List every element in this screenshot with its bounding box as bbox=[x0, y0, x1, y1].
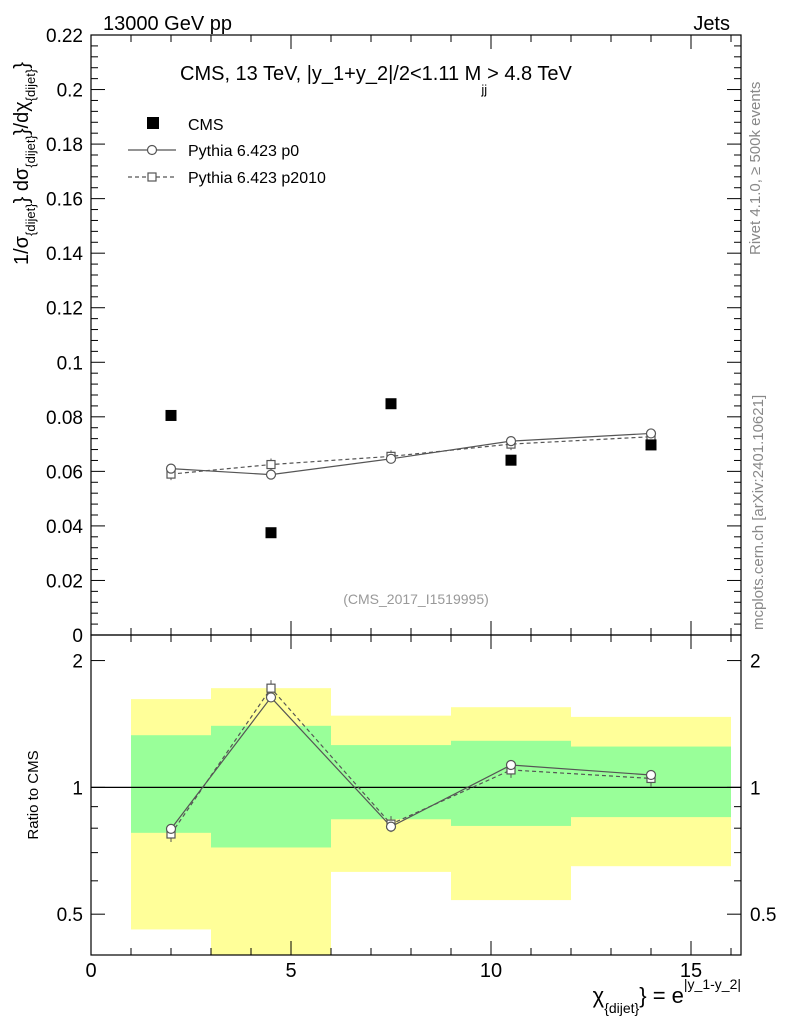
ratio-y-tick-label-right: 2 bbox=[750, 652, 761, 673]
ylabel-part-2: {dijet} bbox=[23, 203, 38, 236]
main-y-tick-label: 0.04 bbox=[46, 517, 83, 538]
ylabel-part-1: 1/σ bbox=[11, 235, 33, 265]
ratio-plot-marks bbox=[91, 680, 741, 955]
legend-p2010-marker bbox=[147, 172, 157, 182]
main-y-tick-label: 0.1 bbox=[57, 353, 83, 374]
x-tick-label: 15 bbox=[680, 960, 702, 982]
main-y-tick-label: 0.12 bbox=[46, 299, 83, 320]
ratio-y-tick-label: 0.5 bbox=[57, 905, 83, 926]
xlabel-part-1: χ bbox=[593, 983, 605, 1008]
mcplots-url-label: mcplots.cern.ch [arXiv:2401.10621] bbox=[750, 395, 767, 630]
ratio-y-axis-label: Ratio to CMS bbox=[25, 750, 42, 839]
main-y-tick-label: 0.08 bbox=[46, 408, 83, 429]
x-tick-label: 10 bbox=[480, 960, 502, 982]
analysis-watermark: (CMS_2017_I1519995) bbox=[343, 591, 489, 607]
main-title: CMS, 13 TeV, |y_1+y_2|/2<1.11 Mjj> 4.8 T… bbox=[180, 63, 572, 97]
main-plot-marks bbox=[165, 398, 657, 539]
main-y-tick-label: 0.16 bbox=[46, 190, 83, 211]
main-y-axis: 0 0.02 0.04 0.06 0.08 0.1 0.12 0.14 0.16 0.18 0.2 0… bbox=[46, 26, 741, 647]
rivet-version-label: Rivet 4.1.0, ≥ 500k events bbox=[747, 82, 764, 255]
main-title-tail: > 4.8 TeV bbox=[487, 63, 572, 85]
x-tick-label: 0 bbox=[85, 960, 96, 982]
header-energy-label: 13000 GeV pp bbox=[103, 13, 232, 35]
ratio-p0-point bbox=[165, 823, 177, 834]
ratio-inner-band bbox=[331, 745, 451, 820]
p0-point bbox=[265, 469, 277, 480]
p2010-point bbox=[266, 459, 276, 470]
cms-data-point bbox=[505, 454, 517, 466]
main-y-tick-label: 0 bbox=[72, 626, 83, 647]
ratio-frame bbox=[90, 634, 742, 956]
main-x-ticks bbox=[90, 35, 732, 635]
cms-data-point bbox=[645, 439, 657, 451]
p0-point bbox=[385, 453, 397, 464]
ratio-p2010-point bbox=[266, 683, 276, 693]
ylabel-part-5: }/dχ bbox=[11, 101, 33, 135]
p0-point bbox=[645, 428, 657, 439]
main-panel: 0 0.02 0.04 0.06 0.08 0.1 0.12 0.14 0.16 0.18 0.2 0… bbox=[11, 26, 742, 647]
legend-cms-label: CMS bbox=[188, 117, 224, 134]
main-y-tick-label: 0.06 bbox=[46, 462, 83, 483]
cms-data-point bbox=[165, 409, 177, 421]
xlabel-part-4: |y_1-y_2| bbox=[684, 976, 741, 992]
xlabel-part-2: {dijet} bbox=[604, 1000, 639, 1016]
ratio-y-tick-label: 1 bbox=[72, 778, 83, 799]
ratio-p0-point bbox=[645, 769, 657, 781]
ratio-p0-point bbox=[505, 759, 517, 771]
ylabel-part-6: {dijet} bbox=[23, 68, 38, 101]
ratio-x-axis: 0 5 10 15 bbox=[85, 635, 732, 982]
main-y-axis-label: 1/σ{dijet}} dσ{dijet}}/dχ{dijet}} bbox=[11, 62, 38, 265]
main-y-tick-label: 0.22 bbox=[46, 26, 83, 47]
ratio-inner-band bbox=[211, 725, 331, 848]
main-title-subscript: jj bbox=[480, 82, 487, 97]
ylabel-part-7: } bbox=[11, 62, 33, 69]
ratio-p0-point bbox=[265, 692, 277, 703]
ratio-p0-point bbox=[385, 821, 397, 832]
main-y-tick-label: 0.18 bbox=[46, 135, 83, 156]
ratio-inner-band bbox=[131, 735, 211, 833]
ylabel-part-3: } dσ bbox=[11, 167, 33, 203]
ratio-y-tick-label-right: 0.5 bbox=[750, 905, 776, 926]
p0-point bbox=[165, 463, 177, 474]
legend-p0-marker bbox=[146, 144, 158, 156]
main-y-tick-label: 0.02 bbox=[46, 571, 83, 592]
header-jets-label: Jets bbox=[693, 13, 730, 35]
ratio-y-tick-label: 2 bbox=[72, 652, 83, 673]
main-y-tick-label: 0.2 bbox=[57, 81, 83, 102]
ratio-panel: 0.5 0.5 1 1 2 2 0 5 10 15 Ratio to CMS χ{dijet}}… bbox=[25, 634, 776, 1016]
x-tick-label: 5 bbox=[285, 960, 296, 982]
p0-point bbox=[505, 435, 517, 447]
legend-cms-marker bbox=[147, 117, 159, 129]
xlabel-part-3: } = e bbox=[639, 983, 684, 1008]
legend-p0-label: Pythia 6.423 p0 bbox=[188, 143, 299, 160]
ylabel-part-4: {dijet} bbox=[23, 135, 38, 168]
cms-data-point bbox=[385, 398, 397, 410]
cms-data-point bbox=[265, 527, 277, 539]
main-title-text: CMS, 13 TeV, |y_1+y_2|/2<1.11 M bbox=[180, 63, 481, 85]
ratio-inner-band bbox=[451, 740, 571, 826]
main-y-tick-label: 0.14 bbox=[46, 244, 83, 265]
legend: CMS Pythia 6.423 p0 Pythia 6.423 p2010 bbox=[128, 117, 326, 187]
legend-p2010-label: Pythia 6.423 p2010 bbox=[188, 170, 326, 187]
ratio-y-tick-label-right: 1 bbox=[750, 778, 761, 799]
ratio-y-axis: 0.5 0.5 1 1 2 2 bbox=[57, 652, 776, 956]
x-axis-label: χ{dijet}} = e|y_1-y_2| bbox=[593, 976, 741, 1016]
